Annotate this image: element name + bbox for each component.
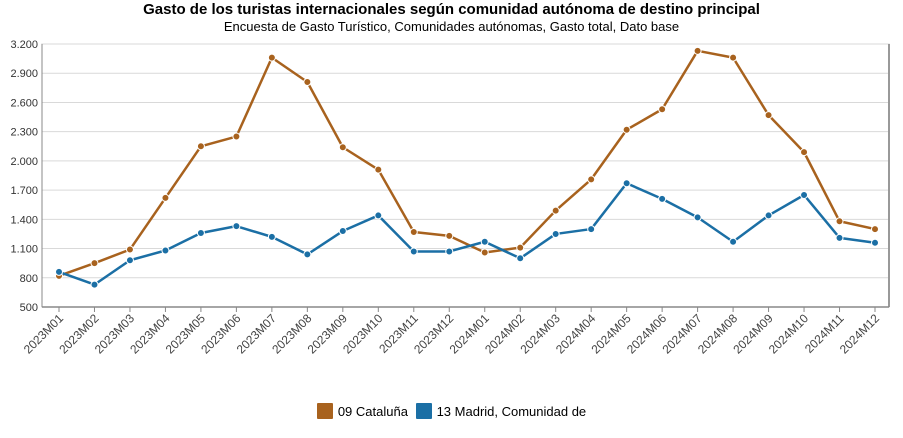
series-madrid	[55, 179, 879, 289]
data-point	[374, 165, 383, 174]
data-point	[729, 53, 738, 62]
y-tick-label: 800	[20, 273, 38, 285]
y-tick-label: 500	[20, 302, 38, 314]
legend-swatch-madrid	[415, 403, 432, 419]
data-point	[374, 211, 383, 220]
chart-subtitle: Encuesta de Gasto Turístico, Comunidades…	[223, 19, 680, 34]
line-chart: 500 800 1.100 1.400 1.700 2.000 2.300 2.600 2.90…	[10, 39, 890, 357]
data-point	[480, 248, 489, 257]
data-point	[693, 213, 702, 222]
data-point	[196, 228, 205, 237]
y-tick-label: 2.600	[10, 97, 38, 109]
data-point	[871, 238, 879, 247]
y-tick-label: 1.400	[10, 214, 38, 226]
series-line	[58, 49, 876, 278]
data-point	[835, 233, 844, 242]
data-point	[338, 227, 347, 236]
legend-swatch-cataluna	[316, 403, 333, 419]
data-point	[729, 237, 738, 246]
data-point	[409, 247, 418, 256]
data-point	[800, 148, 809, 157]
data-point	[445, 247, 454, 256]
legend-item-cataluna[interactable]: 09 Cataluña	[316, 403, 408, 419]
data-point	[800, 190, 809, 199]
data-point	[267, 232, 276, 241]
data-point	[764, 211, 773, 220]
data-point	[232, 132, 241, 141]
data-point	[232, 222, 241, 231]
series-cataluna	[55, 46, 879, 280]
y-tick-label: 3.200	[10, 39, 38, 51]
data-point	[480, 237, 489, 246]
legend-label-madrid: 13 Madrid, Comunidad de	[436, 403, 587, 419]
data-point	[871, 225, 879, 234]
y-tick-label: 1.700	[10, 185, 38, 197]
legend: 09 Cataluña 13 Madrid, Comunidad de	[0, 403, 903, 422]
data-point	[125, 245, 134, 254]
data-point	[161, 246, 170, 255]
data-point	[551, 206, 560, 215]
data-point	[516, 254, 525, 263]
data-point	[125, 256, 134, 265]
chart-title: Gasto de los turistas internacionales se…	[143, 1, 760, 18]
data-point	[551, 229, 560, 238]
data-point	[693, 46, 702, 55]
data-point	[658, 194, 667, 203]
grid-lines	[41, 43, 890, 308]
data-point	[764, 111, 773, 120]
data-point	[587, 175, 596, 184]
series-group	[55, 46, 879, 289]
data-point	[622, 125, 631, 134]
legend-label-cataluna: 09 Cataluña	[337, 403, 408, 419]
x-tick-label: 2024M12	[837, 311, 883, 357]
data-point	[303, 77, 312, 86]
x-axis: 2023M012023M022023M032023M042023M052023M…	[21, 306, 889, 357]
data-point	[622, 179, 631, 188]
y-tick-label: 1.100	[10, 244, 38, 256]
data-point	[338, 143, 347, 152]
data-point	[267, 53, 276, 62]
series-line	[58, 182, 876, 286]
y-tick-label: 2.000	[10, 156, 38, 168]
data-point	[55, 267, 63, 276]
legend-item-madrid[interactable]: 13 Madrid, Comunidad de	[415, 403, 587, 419]
data-point	[409, 227, 418, 236]
data-point	[90, 280, 99, 289]
data-point	[90, 259, 99, 268]
data-point	[516, 243, 525, 252]
data-point	[587, 225, 596, 234]
data-point	[835, 217, 844, 226]
data-point	[196, 142, 205, 151]
data-point	[303, 250, 312, 259]
plot-frame	[41, 43, 890, 308]
data-point	[445, 231, 454, 240]
data-point	[658, 105, 667, 114]
y-tick-label: 2.900	[10, 68, 38, 80]
y-axis: 500 800 1.100 1.400 1.700 2.000 2.300 2.600 2.90…	[10, 39, 43, 314]
data-point	[161, 193, 170, 202]
y-tick-label: 2.300	[10, 127, 38, 139]
